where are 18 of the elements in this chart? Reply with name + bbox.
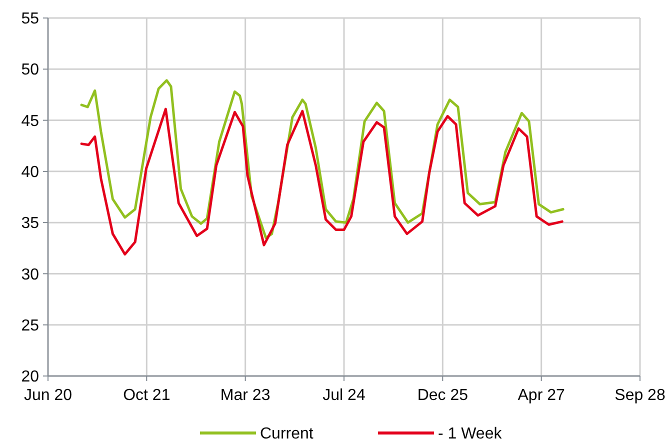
x-tick-label: Jun 20 — [24, 387, 72, 404]
y-tick-label: 20 — [21, 368, 40, 386]
y-tick-label: 45 — [21, 112, 40, 130]
y-tick-label: 30 — [21, 266, 40, 284]
y-tick-label: 55 — [21, 10, 40, 28]
y-tick-label: 35 — [21, 215, 40, 232]
x-tick-label: Apr 27 — [518, 387, 566, 404]
legend-label: - 1 Week — [438, 426, 503, 443]
y-tick-label: 40 — [21, 164, 40, 182]
x-tick-label: Sep 28 — [614, 387, 666, 404]
y-tick-label: 50 — [21, 62, 40, 79]
x-tick-label: Jul 24 — [322, 387, 366, 404]
x-tick-label: Oct 21 — [123, 387, 170, 404]
x-tick-label: Mar 23 — [220, 387, 270, 404]
y-tick-label: 25 — [21, 317, 40, 334]
x-tick-label: Dec 25 — [417, 387, 468, 404]
legend-label: Current — [260, 426, 314, 443]
line-series — [80, 108, 564, 256]
